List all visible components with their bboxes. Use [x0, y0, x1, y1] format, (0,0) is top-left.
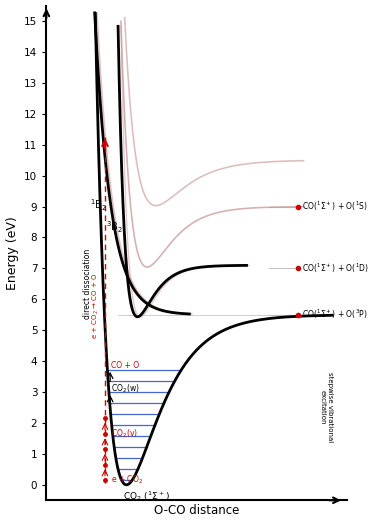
Text: $^1$B$_2$: $^1$B$_2$	[90, 198, 107, 213]
Text: e + CO$_2$: e + CO$_2$	[111, 474, 143, 486]
X-axis label: O-CO distance: O-CO distance	[154, 505, 239, 517]
Text: CO$_2$(w): CO$_2$(w)	[111, 383, 139, 395]
Text: $^3$B$_2$: $^3$B$_2$	[106, 220, 123, 235]
Text: CO($^1\Sigma^+$) + O($^1$D): CO($^1\Sigma^+$) + O($^1$D)	[302, 262, 369, 275]
Text: direct dissociation: direct dissociation	[83, 249, 92, 319]
Text: CO$_2$ ($^1\Sigma^+$): CO$_2$ ($^1\Sigma^+$)	[123, 490, 170, 503]
Text: CO + O: CO + O	[111, 361, 139, 370]
Text: CO$_2$(v): CO$_2$(v)	[111, 427, 138, 440]
Text: e + CO$_2$ → CO + O: e + CO$_2$ → CO + O	[91, 272, 101, 339]
Text: stepwise vibrational
excitation: stepwise vibrational excitation	[320, 372, 333, 442]
Text: CO($^1\Sigma^+$) + O($^1$S): CO($^1\Sigma^+$) + O($^1$S)	[302, 200, 368, 213]
Y-axis label: Energy (eV): Energy (eV)	[6, 216, 18, 290]
Text: CO($^1\Sigma^+$) + O($^3$P): CO($^1\Sigma^+$) + O($^3$P)	[302, 308, 368, 322]
